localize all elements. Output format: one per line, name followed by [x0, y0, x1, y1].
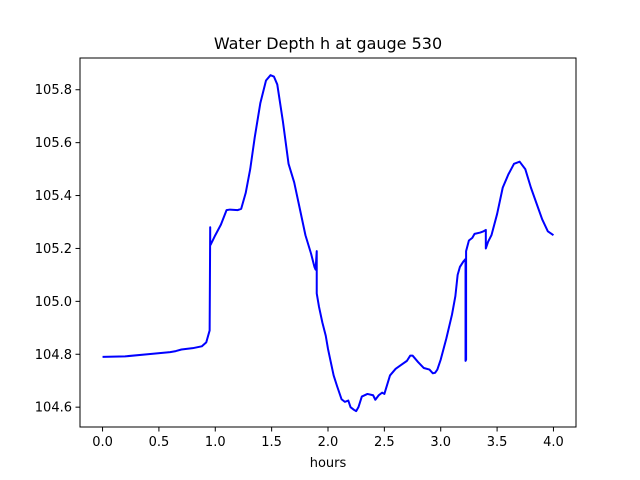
series-line-0: [102, 74, 555, 413]
y-tick-label: 104.8: [35, 348, 72, 363]
y-tick-label: 105.2: [35, 242, 72, 257]
y-tick-label: 105.4: [35, 189, 72, 204]
x-tick-label: 1.5: [261, 435, 282, 450]
x-tick-label: 3.0: [430, 435, 451, 450]
y-tick-label: 105.6: [35, 136, 72, 151]
x-tick-label: 0.0: [92, 435, 113, 450]
chart-title: Water Depth h at gauge 530: [214, 34, 442, 53]
y-tick-label: 105.8: [35, 83, 72, 98]
x-tick-label: 2.0: [318, 435, 339, 450]
x-tick-label: 2.5: [374, 435, 395, 450]
x-tick-label: 3.5: [487, 435, 508, 450]
y-tick-label: 104.6: [35, 401, 72, 416]
x-axis-label: hours: [310, 456, 347, 471]
x-tick-label: 0.5: [149, 435, 170, 450]
y-tick-label: 105.0: [35, 295, 72, 310]
x-tick-label: 4.0: [543, 435, 564, 450]
x-tick-label: 1.0: [205, 435, 226, 450]
